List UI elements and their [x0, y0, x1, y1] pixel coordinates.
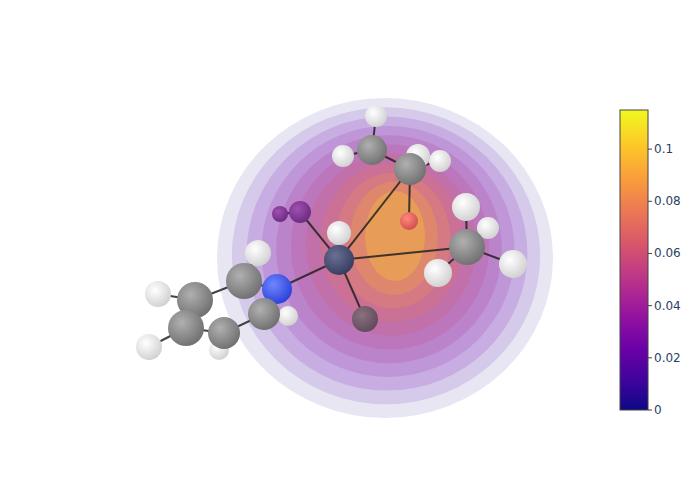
density-level	[291, 145, 489, 350]
density-level	[335, 172, 450, 308]
density-cloud	[217, 98, 553, 418]
atom	[400, 212, 418, 230]
colorbar-tick	[648, 201, 652, 202]
molecule	[136, 105, 527, 360]
density-level	[350, 182, 438, 295]
colorbar-tick	[648, 149, 652, 150]
density-level	[232, 107, 540, 404]
density-level	[276, 135, 502, 363]
colorbar-tick	[648, 305, 652, 306]
density-level	[217, 98, 553, 418]
colorbar-tick	[648, 410, 652, 411]
colorbar-bar	[620, 110, 648, 410]
colorbar-tick-label: 0.06	[654, 246, 681, 260]
density-level	[261, 126, 514, 377]
atom	[357, 135, 387, 165]
bond	[339, 169, 410, 260]
atom	[248, 298, 280, 330]
colorbar-tick	[648, 253, 652, 254]
density-level	[247, 117, 528, 391]
atom	[324, 245, 354, 275]
density-level	[321, 163, 464, 322]
atom	[272, 206, 288, 222]
colorbar-tick-label: 0.04	[654, 299, 681, 313]
atom	[449, 229, 485, 265]
atom	[208, 317, 240, 349]
colorbar-tick	[648, 357, 652, 358]
atom	[332, 145, 354, 167]
atom	[278, 306, 298, 326]
atom	[327, 221, 351, 245]
colorbar-tick-label: 0.1	[654, 142, 673, 156]
atom	[429, 150, 451, 172]
atom	[499, 250, 527, 278]
atom	[352, 306, 378, 332]
atom	[136, 334, 162, 360]
atom	[226, 263, 262, 299]
atom	[365, 105, 387, 127]
colorbar: 0 0.02 0.04 0.06 0.08 0.1	[620, 110, 681, 417]
atom	[424, 259, 452, 287]
bond	[339, 247, 467, 260]
atom	[394, 153, 426, 185]
colorbar-tick-label: 0.02	[654, 351, 681, 365]
atom	[289, 201, 311, 223]
colorbar-tick-label: 0	[654, 403, 662, 417]
figure: 0 0.02 0.04 0.06 0.08 0.1	[0, 0, 700, 500]
root: 0 0.02 0.04 0.06 0.08 0.1	[0, 0, 700, 500]
density-level	[365, 191, 425, 281]
atom	[145, 281, 171, 307]
atom	[168, 310, 204, 346]
colorbar-tick-label: 0.08	[654, 194, 681, 208]
atom	[452, 193, 480, 221]
atom	[245, 240, 271, 266]
